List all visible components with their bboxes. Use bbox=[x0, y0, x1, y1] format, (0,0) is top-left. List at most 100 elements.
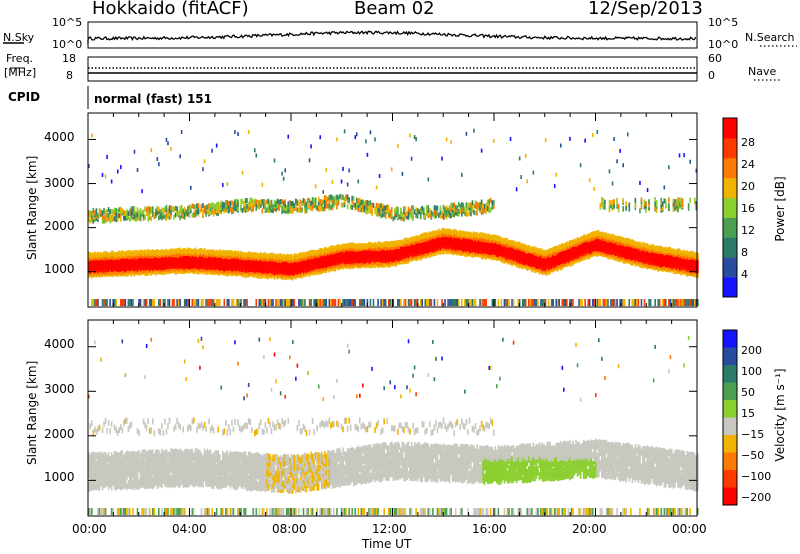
power-cell bbox=[403, 208, 405, 214]
power-cell bbox=[243, 258, 245, 265]
power-cell bbox=[422, 232, 425, 239]
power-cell bbox=[447, 248, 449, 255]
power-cell bbox=[287, 204, 290, 210]
power-cell bbox=[494, 247, 497, 254]
power-cell bbox=[401, 215, 404, 221]
power-cell bbox=[601, 201, 603, 207]
power-cell bbox=[281, 299, 283, 306]
power-cell bbox=[416, 254, 419, 261]
power-cell bbox=[217, 205, 220, 211]
power-cell bbox=[582, 234, 585, 241]
power-cell bbox=[604, 232, 606, 239]
power-cell bbox=[119, 165, 122, 170]
power-cell bbox=[278, 256, 280, 263]
power-cell bbox=[139, 249, 142, 256]
power-cell bbox=[173, 266, 175, 273]
power-cell bbox=[416, 208, 419, 214]
power-cell bbox=[462, 238, 465, 245]
power-cell bbox=[403, 216, 405, 222]
power-cell bbox=[392, 240, 395, 247]
power-cell bbox=[202, 209, 204, 215]
power-cell bbox=[413, 135, 416, 140]
power-cell bbox=[401, 258, 404, 265]
power-cell bbox=[520, 262, 522, 269]
power-cell bbox=[544, 257, 547, 264]
power-cell bbox=[287, 207, 290, 213]
power-cell bbox=[253, 259, 256, 266]
power-cell bbox=[523, 256, 526, 263]
power-cell bbox=[179, 299, 181, 306]
power-cell bbox=[135, 253, 137, 260]
power-cell bbox=[234, 250, 236, 257]
power-cell bbox=[159, 299, 162, 306]
power-cell bbox=[118, 213, 121, 219]
power-cell bbox=[454, 229, 457, 236]
power-cell bbox=[453, 212, 455, 218]
power-cell bbox=[240, 250, 242, 257]
power-cell bbox=[302, 257, 305, 264]
power-cell bbox=[127, 210, 130, 216]
power-cell bbox=[92, 257, 95, 264]
power-cell bbox=[401, 212, 404, 218]
power-cell bbox=[278, 199, 280, 205]
power-cell bbox=[167, 299, 169, 306]
power-cell bbox=[424, 213, 427, 219]
power-cell bbox=[278, 202, 280, 208]
power-cell bbox=[378, 211, 381, 217]
power-cell bbox=[110, 179, 113, 184]
power-cell bbox=[492, 245, 495, 252]
power-cell bbox=[375, 185, 378, 190]
power-cell bbox=[342, 202, 344, 208]
power-cell bbox=[602, 245, 605, 252]
power-cell bbox=[419, 207, 422, 213]
power-cell bbox=[476, 201, 478, 207]
power-cell bbox=[168, 205, 171, 211]
power-cell bbox=[410, 156, 413, 161]
power-cell bbox=[663, 198, 666, 204]
power-cell bbox=[532, 252, 535, 259]
power-cell bbox=[610, 299, 612, 306]
power-cell bbox=[199, 248, 201, 255]
power-cell bbox=[377, 249, 379, 256]
power-cell bbox=[362, 255, 364, 262]
power-cell bbox=[403, 246, 405, 253]
power-cell bbox=[124, 263, 127, 270]
power-cell bbox=[231, 250, 233, 257]
power-cell bbox=[410, 236, 413, 243]
power-cell bbox=[461, 230, 463, 237]
power-cell bbox=[547, 299, 550, 306]
power-cell bbox=[145, 211, 148, 217]
power-cell bbox=[150, 206, 153, 212]
power-cell bbox=[636, 248, 638, 255]
power-cell bbox=[468, 237, 471, 244]
power-cell bbox=[226, 200, 229, 206]
power-cell bbox=[465, 299, 468, 306]
power-cell bbox=[474, 299, 477, 306]
power-cell bbox=[605, 247, 608, 254]
power-cell bbox=[412, 215, 414, 221]
power-cell bbox=[474, 210, 477, 216]
power-cell bbox=[129, 250, 131, 257]
power-cell bbox=[88, 163, 90, 168]
power-cell bbox=[167, 212, 169, 218]
power-cell bbox=[269, 202, 271, 208]
power-cell bbox=[456, 211, 459, 217]
power-cell bbox=[215, 299, 218, 306]
power-cell bbox=[422, 214, 425, 220]
power-cell bbox=[351, 260, 353, 267]
power-cell bbox=[310, 249, 312, 256]
power-cell bbox=[118, 250, 121, 257]
power-cell bbox=[226, 208, 229, 214]
power-cell bbox=[398, 247, 401, 254]
power-cell bbox=[92, 218, 95, 224]
power-cell bbox=[263, 255, 265, 262]
power-cell bbox=[450, 202, 452, 208]
power-cell bbox=[305, 208, 308, 214]
power-cell bbox=[150, 299, 153, 306]
power-cell bbox=[689, 197, 691, 203]
power-cell bbox=[567, 246, 570, 253]
power-cell bbox=[346, 204, 349, 210]
power-cell bbox=[593, 243, 596, 250]
power-cell bbox=[319, 247, 322, 254]
power-cell bbox=[97, 251, 99, 258]
